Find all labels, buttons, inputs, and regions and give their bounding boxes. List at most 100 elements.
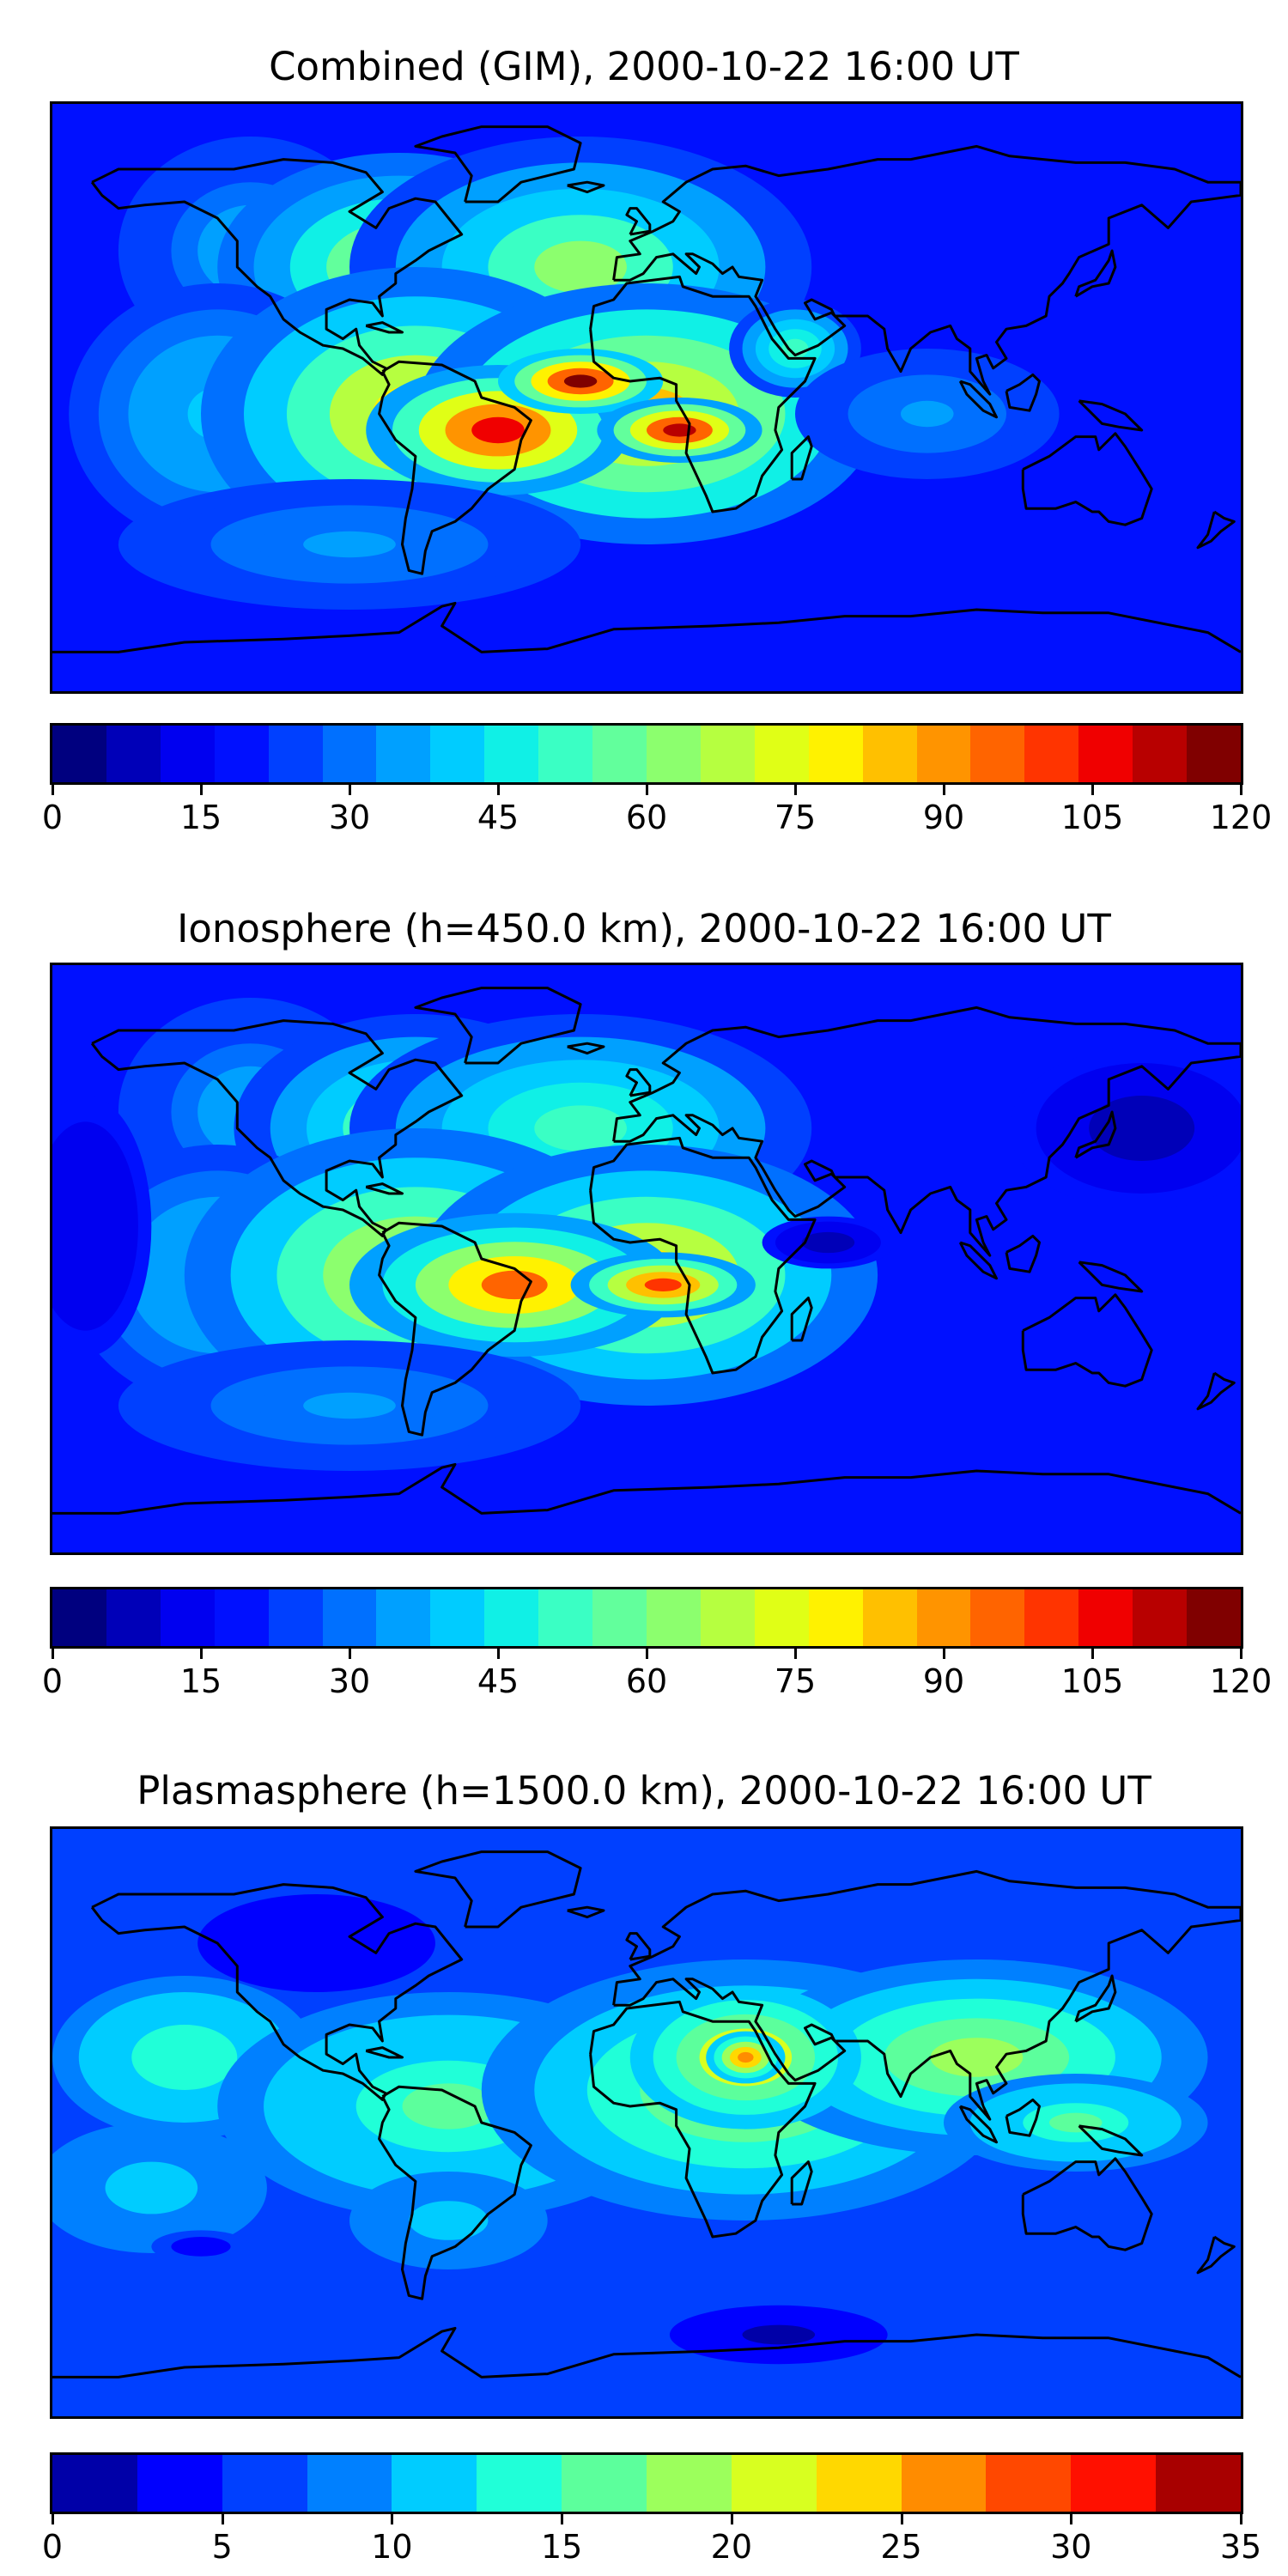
colorbar-tick-label: 35 <box>1219 2528 1262 2566</box>
coastline-new-guinea <box>1078 2124 1144 2157</box>
colorbar-tick-label: 15 <box>540 2528 583 2566</box>
colorbar-tick <box>561 2514 564 2524</box>
colorbar-tick <box>52 2514 54 2524</box>
coastline-antarctica <box>52 1462 1241 1515</box>
coastline-greenland <box>414 1850 582 1929</box>
colorbar-segment <box>222 2455 307 2512</box>
colorbar-tick-label: 30 <box>1050 2528 1092 2566</box>
contour-band <box>738 2051 754 2063</box>
colorbar-tick-label: 5 <box>211 2528 233 2566</box>
contour-band <box>742 2324 816 2345</box>
colorbar-segment <box>592 726 647 782</box>
coastline-iceland <box>567 1042 605 1055</box>
colorbar-segment <box>646 1589 701 1646</box>
coastline-iceland <box>567 180 605 194</box>
colorbar-tick <box>497 1649 500 1659</box>
panel-2-title: Ionosphere (h=450.0 km), 2000-10-22 16:0… <box>177 906 1111 951</box>
colorbar-segment <box>970 1589 1025 1646</box>
colorbar-segment <box>816 2455 902 2512</box>
colorbar-tick <box>1070 2514 1073 2524</box>
coastline-africa <box>589 275 817 513</box>
coastline-south-america <box>378 1221 532 1437</box>
coastline-cuba <box>365 321 404 334</box>
colorbar-segment <box>916 726 971 782</box>
coastline-cuba <box>365 1182 404 1195</box>
colorbar-segment <box>430 1589 485 1646</box>
coastline-eurasia <box>612 1005 1241 1257</box>
contour-band <box>303 1392 396 1419</box>
colorbar-segment <box>862 1589 917 1646</box>
coastline-new-guinea <box>1078 1261 1144 1293</box>
colorbar-tick <box>900 2514 903 2524</box>
coastline-australia <box>1021 432 1153 526</box>
contour-band <box>930 2038 1024 2077</box>
contour-band <box>1049 2112 1103 2133</box>
coastline-madagascar <box>790 2160 813 2206</box>
colorbar-tick <box>1240 2514 1242 2524</box>
colorbar-segment <box>160 726 215 782</box>
colorbar-segment <box>1187 1589 1241 1646</box>
colorbar-segment <box>1024 1589 1079 1646</box>
panel-3-colorbar <box>50 2452 1243 2514</box>
colorbar-segment <box>214 726 269 782</box>
colorbar-tick <box>1240 785 1242 795</box>
colorbar-tick-label: 120 <box>1209 1662 1273 1700</box>
coastline-new-zealand <box>1196 1371 1236 1411</box>
colorbar-segment <box>700 726 755 782</box>
colorbar-segment <box>322 1589 377 1646</box>
coastline-south-america <box>378 2085 532 2300</box>
contour-band <box>901 400 954 428</box>
colorbar-segment <box>1071 2455 1157 2512</box>
panel-2-colorbar <box>50 1587 1243 1649</box>
colorbar-tick-label: 30 <box>328 799 371 836</box>
coastline-new-guinea <box>1078 399 1144 432</box>
colorbar-tick-label: 15 <box>179 1662 222 1700</box>
colorbar-segment <box>731 2455 817 2512</box>
colorbar-tick <box>1091 785 1094 795</box>
colorbar-segment <box>484 1589 539 1646</box>
coastline-borneo <box>1005 1234 1041 1273</box>
coastline-borneo <box>1005 373 1041 412</box>
colorbar-segment <box>52 1589 106 1646</box>
coastline-cuba <box>365 2046 404 2059</box>
colorbar-tick-label: 75 <box>774 799 817 836</box>
coastline-borneo <box>1005 2098 1041 2137</box>
colorbar-tick-label: 105 <box>1060 1662 1124 1700</box>
coastline-japan <box>1074 1110 1117 1159</box>
colorbar-tick <box>349 1649 351 1659</box>
colorbar-tick <box>200 1649 203 1659</box>
colorbar-segment <box>376 726 431 782</box>
coastline-antarctica <box>52 2326 1241 2379</box>
coastline-uk <box>625 1932 652 1961</box>
colorbar-segment <box>538 726 593 782</box>
colorbar-segment <box>322 726 377 782</box>
contour-band <box>663 423 696 437</box>
colorbar-tick-label: 60 <box>625 799 668 836</box>
contour-band <box>428 2210 469 2231</box>
contour-band <box>471 416 525 444</box>
colorbar-tick-label: 0 <box>41 1662 64 1700</box>
contour-band <box>276 1927 356 1959</box>
colorbar-tick <box>52 785 54 795</box>
colorbar-segment <box>268 1589 323 1646</box>
panel-1-title: Combined (GIM), 2000-10-22 16:00 UT <box>269 44 1019 89</box>
coastline-eurasia <box>612 1869 1241 2121</box>
coastline-antarctica <box>52 601 1241 653</box>
panel-2-map <box>50 963 1243 1555</box>
colorbar-tick <box>943 785 945 795</box>
panel-1-colorbar-ticks: 0 15 30 45 60 75 90 105 120 <box>42 785 1272 836</box>
coastline-sumatra <box>958 2105 998 2144</box>
colorbar-segment <box>52 2455 137 2512</box>
colorbar-tick <box>794 1649 797 1659</box>
colorbar-tick-label: 105 <box>1060 799 1124 836</box>
colorbar-segment <box>477 2455 562 2512</box>
colorbar-tick-label: 25 <box>880 2528 922 2566</box>
colorbar-tick-label: 0 <box>41 2528 64 2566</box>
coastline-iceland <box>567 1905 605 1919</box>
colorbar-tick <box>391 2514 394 2524</box>
contour-band <box>402 2083 495 2129</box>
colorbar-segment <box>700 1589 755 1646</box>
colorbar-tick <box>1240 1649 1242 1659</box>
contour-band <box>1115 1112 1169 1145</box>
colorbar-segment <box>1156 2455 1241 2512</box>
